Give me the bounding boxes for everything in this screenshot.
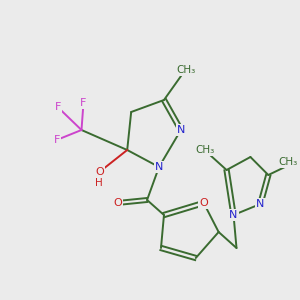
Text: N: N	[229, 210, 238, 220]
Text: H: H	[94, 178, 102, 188]
Text: F: F	[53, 135, 60, 145]
Text: F: F	[55, 102, 61, 112]
Text: CH₃: CH₃	[195, 145, 214, 155]
Text: N: N	[256, 199, 265, 209]
Text: N: N	[177, 125, 185, 135]
Text: CH₃: CH₃	[279, 157, 298, 167]
Text: O: O	[95, 167, 104, 177]
Text: CH₃: CH₃	[176, 65, 196, 75]
Text: O: O	[113, 198, 122, 208]
Text: O: O	[199, 198, 208, 208]
Text: F: F	[80, 98, 87, 108]
Text: N: N	[155, 162, 163, 172]
